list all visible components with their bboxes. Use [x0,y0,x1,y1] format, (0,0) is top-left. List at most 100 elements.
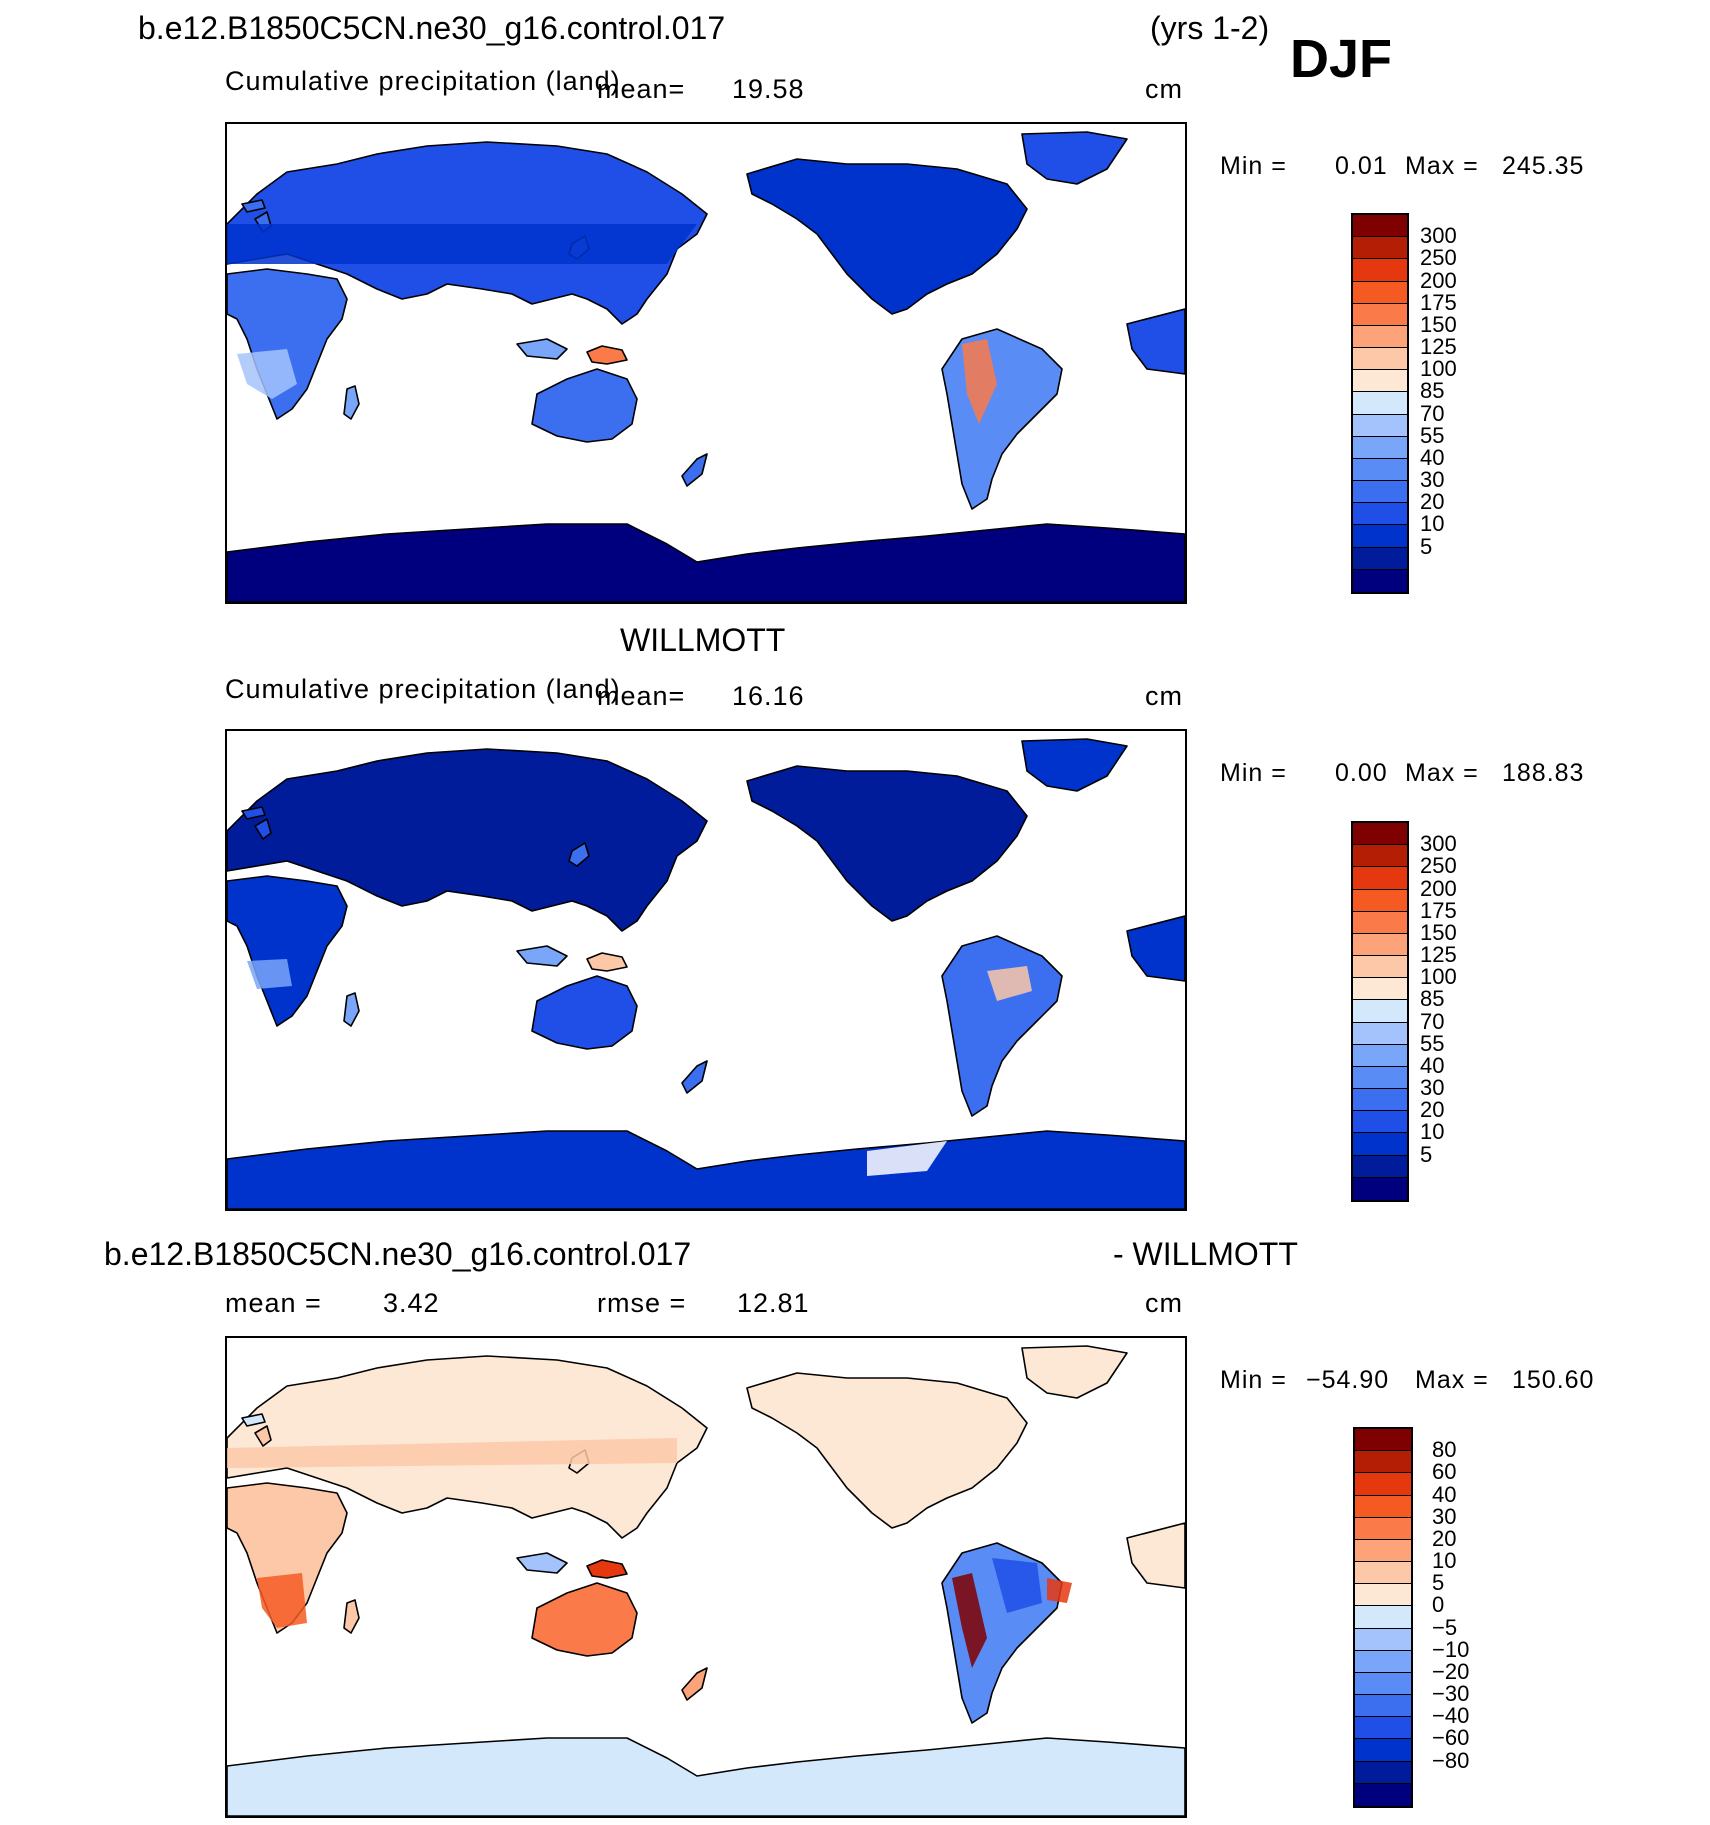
colorbar-swatch [1353,1000,1407,1023]
colorbar-tick-label: 125 [1420,942,1457,968]
colorbar-swatch [1353,889,1407,912]
land-africa [227,1482,348,1634]
land-antarctica [227,523,1185,602]
colorbar-swatch [1355,1628,1411,1651]
panel1-max-value: 245.35 [1502,152,1585,180]
land-greenland [1021,1345,1128,1399]
southern-africa-patch [247,959,292,989]
andes-bias [952,1573,987,1668]
land-greenland [1021,131,1128,185]
colorbar-swatch [1353,325,1407,349]
panel2-min-value: 0.00 [1335,759,1388,787]
land-iceland [241,1413,266,1427]
colorbar-tick-label: 20 [1420,1097,1445,1123]
land-madagascar [343,385,360,420]
land-greenland [1021,738,1128,792]
colorbar-tick-label: 100 [1420,356,1457,382]
colorbar-swatch [1353,1089,1407,1112]
panel1-max-label: Max = [1405,152,1479,180]
panel3-rmse-label: rmse = [597,1288,687,1318]
panel1-min-label: Min = [1220,152,1287,180]
colorbar-swatch [1353,259,1407,282]
colorbar-swatch [1353,458,1407,482]
land-new-guinea [586,952,628,972]
colorbar-swatch [1355,1562,1411,1585]
colorbar-swatch [1355,1473,1411,1496]
colorbar-swatch [1353,1111,1407,1134]
colorbar-swatch [1353,303,1407,326]
colorbar-swatch [1353,370,1407,393]
colorbar-tick-label: 200 [1420,267,1457,293]
colorbar-swatch [1355,1783,1411,1806]
colorbar-swatch [1353,481,1407,504]
colorbar-swatch [1353,281,1407,304]
colorbar-tick-label: 40 [1420,444,1445,470]
land-indonesia [516,945,568,967]
colorbar-tick-label: −5 [1432,1614,1458,1640]
panel2-colorbar [1351,821,1409,1202]
colorbar-swatch [1355,1584,1411,1607]
colorbar-swatch [1353,569,1407,592]
panel3-rmse-value: 12.81 [737,1288,810,1318]
land-australia [531,1582,638,1657]
years-label: (yrs 1-2) [1150,10,1270,46]
colorbar-swatch [1353,956,1407,979]
land-north-america [746,765,1028,922]
colorbar-tick-label: 30 [1420,1075,1445,1101]
land-indonesia [516,1552,568,1574]
brazil-bias [1047,1578,1072,1603]
land-north-america [746,1372,1028,1529]
land-new-guinea [586,1559,628,1579]
andes-wet-patch [962,339,997,424]
colorbar-swatch [1355,1695,1411,1718]
colorbar-tick-label: 55 [1420,422,1445,448]
panel3-mean-label: mean = [225,1288,322,1318]
colorbar-tick-label: 150 [1420,311,1457,337]
colorbar-swatch [1353,525,1407,548]
panel2-units: cm [1145,681,1183,711]
colorbar-tick-label: −20 [1432,1658,1470,1684]
land-iceland [241,199,266,213]
panel3-min-label: Min = [1220,1366,1287,1394]
colorbar-tick-label: −80 [1432,1747,1470,1773]
colorbar-swatch [1353,978,1407,1001]
colorbar-swatch [1353,348,1407,371]
panel3-heading-right: - WILLMOTT [1113,1236,1298,1272]
colorbar-swatch [1353,911,1407,934]
panel2-variable-label: Cumulative precipitation (land) [225,674,621,704]
land-africa [227,268,348,420]
colorbar-swatch [1355,1650,1411,1673]
season-label: DJF [1290,29,1393,89]
colorbar-swatch [1355,1495,1411,1518]
colorbar-tick-label: 125 [1420,334,1457,360]
panel3-min-value: −54.90 [1306,1366,1390,1394]
land-new-zealand [681,1060,708,1094]
panel2-max-value: 188.83 [1502,759,1585,787]
colorbar-swatch [1353,1044,1407,1067]
colorbar-tick-label: 30 [1432,1503,1457,1529]
colorbar-tick-label: 80 [1432,1437,1457,1463]
colorbar-swatch [1353,1155,1407,1178]
land-madagascar [343,1599,360,1634]
southern-africa-patch [237,349,297,399]
land-west-edge-sa [1126,915,1185,982]
colorbar-tick-label: 70 [1420,400,1445,426]
colorbar-tick-label: 70 [1420,1008,1445,1034]
colorbar-swatch [1353,1022,1407,1045]
colorbar-swatch [1353,933,1407,957]
land-japan [568,842,590,867]
colorbar-tick-label: 175 [1420,897,1457,923]
panel1-mean-label: mean= [597,74,686,104]
colorbar-swatch [1355,1517,1411,1540]
land-europe-asia [227,748,708,932]
colorbar-tick-label: 10 [1420,511,1445,537]
amazon-patch [987,966,1032,1001]
panel3-max-label: Max = [1415,1366,1489,1394]
colorbar-tick-label: 30 [1420,467,1445,493]
panel2-map [225,729,1187,1211]
colorbar-swatch [1355,1606,1411,1629]
colorbar-tick-label: −60 [1432,1725,1470,1751]
colorbar-tick-label: 40 [1432,1481,1457,1507]
panel3-units: cm [1145,1288,1183,1318]
panel2-mean-label: mean= [597,681,686,711]
